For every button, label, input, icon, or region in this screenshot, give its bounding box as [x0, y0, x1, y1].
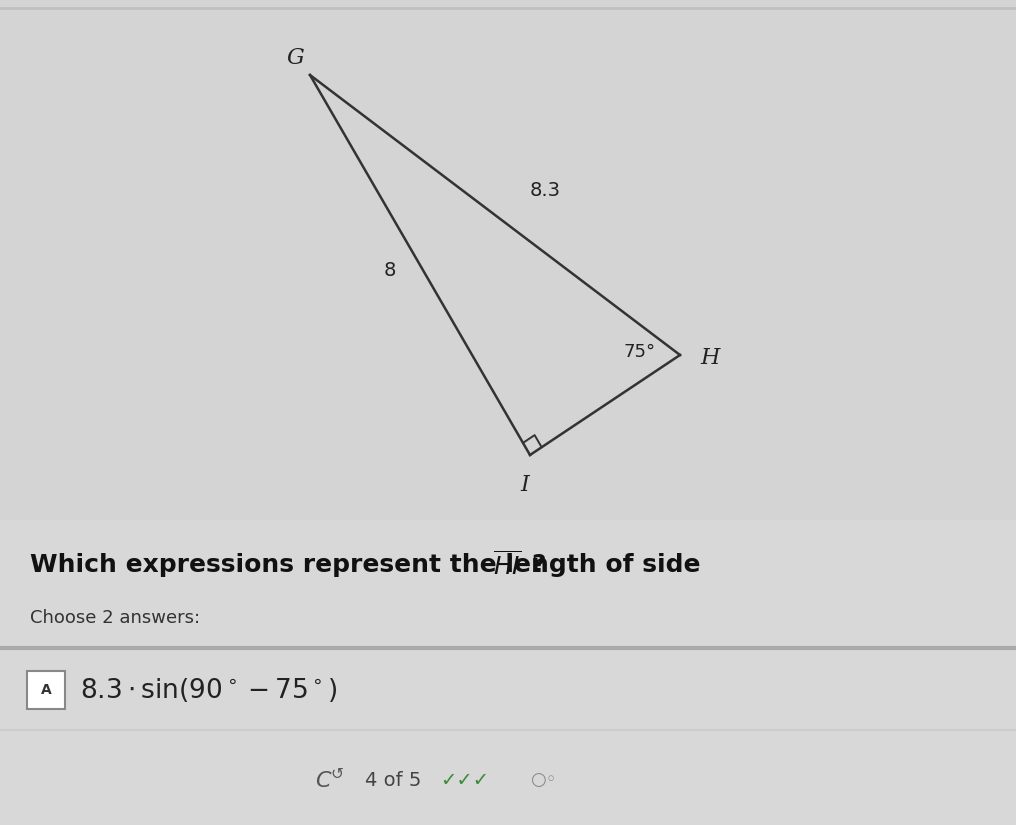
Text: H: H — [700, 347, 719, 369]
FancyBboxPatch shape — [27, 671, 65, 709]
Text: ?: ? — [531, 553, 546, 577]
Text: G: G — [287, 47, 304, 69]
Text: Which expressions represent the length of side: Which expressions represent the length o… — [30, 553, 709, 577]
Text: 8.3: 8.3 — [529, 181, 561, 200]
Text: $\overline{HI}$: $\overline{HI}$ — [493, 550, 521, 579]
Text: ✓✓✓: ✓✓✓ — [440, 771, 489, 790]
Text: Choose 2 answers:: Choose 2 answers: — [30, 609, 200, 627]
Text: $8.3 \cdot \sin(90^\circ - 75^\circ)$: $8.3 \cdot \sin(90^\circ - 75^\circ)$ — [80, 676, 337, 704]
Bar — [0, 520, 1016, 825]
Text: A: A — [41, 683, 52, 697]
Text: $\it{C}$$^{↺}$: $\it{C}$$^{↺}$ — [315, 768, 344, 792]
Text: 4 of 5: 4 of 5 — [365, 771, 422, 790]
Text: 8: 8 — [384, 261, 396, 280]
Text: ○◦: ○◦ — [530, 771, 557, 789]
Text: I: I — [520, 474, 529, 496]
Text: 75°: 75° — [624, 343, 656, 361]
